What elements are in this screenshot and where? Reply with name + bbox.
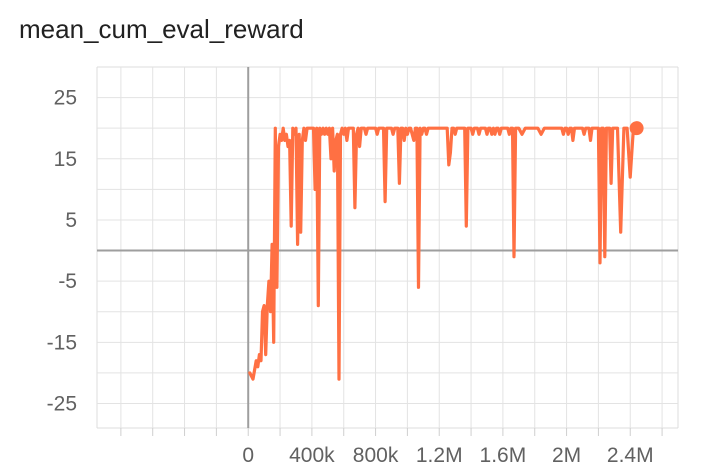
y-tick-label: 25 [54,87,77,110]
series-line [248,126,639,381]
y-tick-label: -5 [58,270,77,293]
y-tick-label: 5 [65,209,77,232]
x-tick-label: 2M [552,444,581,467]
x-tick-label: 1.6M [480,444,527,467]
series-layer [248,121,644,381]
x-tick-label: 2.4M [607,444,654,467]
y-tick-label: 15 [54,148,77,171]
axis-layer [97,67,678,436]
x-tick-label: 0 [242,444,254,467]
series-end-point [629,121,644,136]
x-tick-label: 400k [289,444,335,467]
y-tick-label: -25 [47,393,77,416]
x-tick-label: 1.2M [416,444,463,467]
x-tick-label: 800k [353,444,399,467]
tick-label-layer: 25 15 5 -5 -15 -25 0 400k 800k 1.2M 1.6M 2M 2.4M [47,87,654,467]
chart-title: mean_cum_eval_reward [19,14,304,44]
grid-layer [96,66,679,429]
y-tick-label: -15 [47,331,77,354]
